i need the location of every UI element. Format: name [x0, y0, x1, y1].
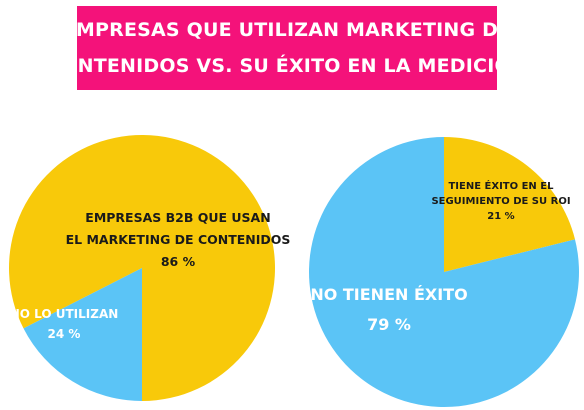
pie-2-slice-2-label: NO TIENEN ÉXITO 79 %	[310, 285, 467, 334]
title-line-1: EMPRESAS QUE UTILIZAN MARKETING DE	[62, 19, 512, 41]
pie-1-slice-2-label: NO LO UTILIZAN 24 %	[10, 307, 119, 341]
pie-1-slice-1	[9, 135, 276, 402]
pie-2-slice-1	[444, 137, 575, 272]
pie-1-slice-1-label-line-1: EMPRESAS B2B QUE USAN	[85, 210, 270, 225]
pie-1-slice-1-label: EMPRESAS B2B QUE USAN EL MARKETING DE CON…	[66, 210, 291, 269]
pie-1-slice-2-label-line-1: NO LO UTILIZAN	[10, 307, 119, 321]
pie-2-slice-2-value: 79 %	[367, 315, 411, 334]
pie-1-slice-2	[23, 268, 142, 401]
pie-2-slice-1-label-line-2: SEGUIMIENTO DE SU ROI	[431, 196, 570, 207]
pie-2-slice-2	[309, 137, 580, 407]
pie-2-slice-1-value: 21 %	[487, 211, 514, 222]
title-banner: EMPRESAS QUE UTILIZAN MARKETING DE CONTE…	[47, 6, 527, 90]
pie-2-slice-1-label-line-1: TIENE ÉXITO EN EL	[448, 179, 554, 192]
pie-1-slice-2-value: 24 %	[48, 327, 81, 341]
pie-chart-2: TIENE ÉXITO EN EL SEGUIMIENTO DE SU ROI 21…	[309, 137, 580, 407]
pie-2-slice-2-label-line-1: NO TIENEN ÉXITO	[310, 285, 467, 304]
pie-chart-1: EMPRESAS B2B QUE USAN EL MARKETING DE CON…	[9, 135, 291, 402]
title-line-2: CONTENIDOS VS. SU ÉXITO EN LA MEDICIÓN	[47, 55, 527, 77]
pie-1-slice-1-label-line-2: EL MARKETING DE CONTENIDOS	[66, 232, 291, 247]
pie-2-slice-1-label: TIENE ÉXITO EN EL SEGUIMIENTO DE SU ROI 21…	[431, 179, 570, 222]
pie-1-slice-1-value: 86 %	[161, 254, 196, 269]
